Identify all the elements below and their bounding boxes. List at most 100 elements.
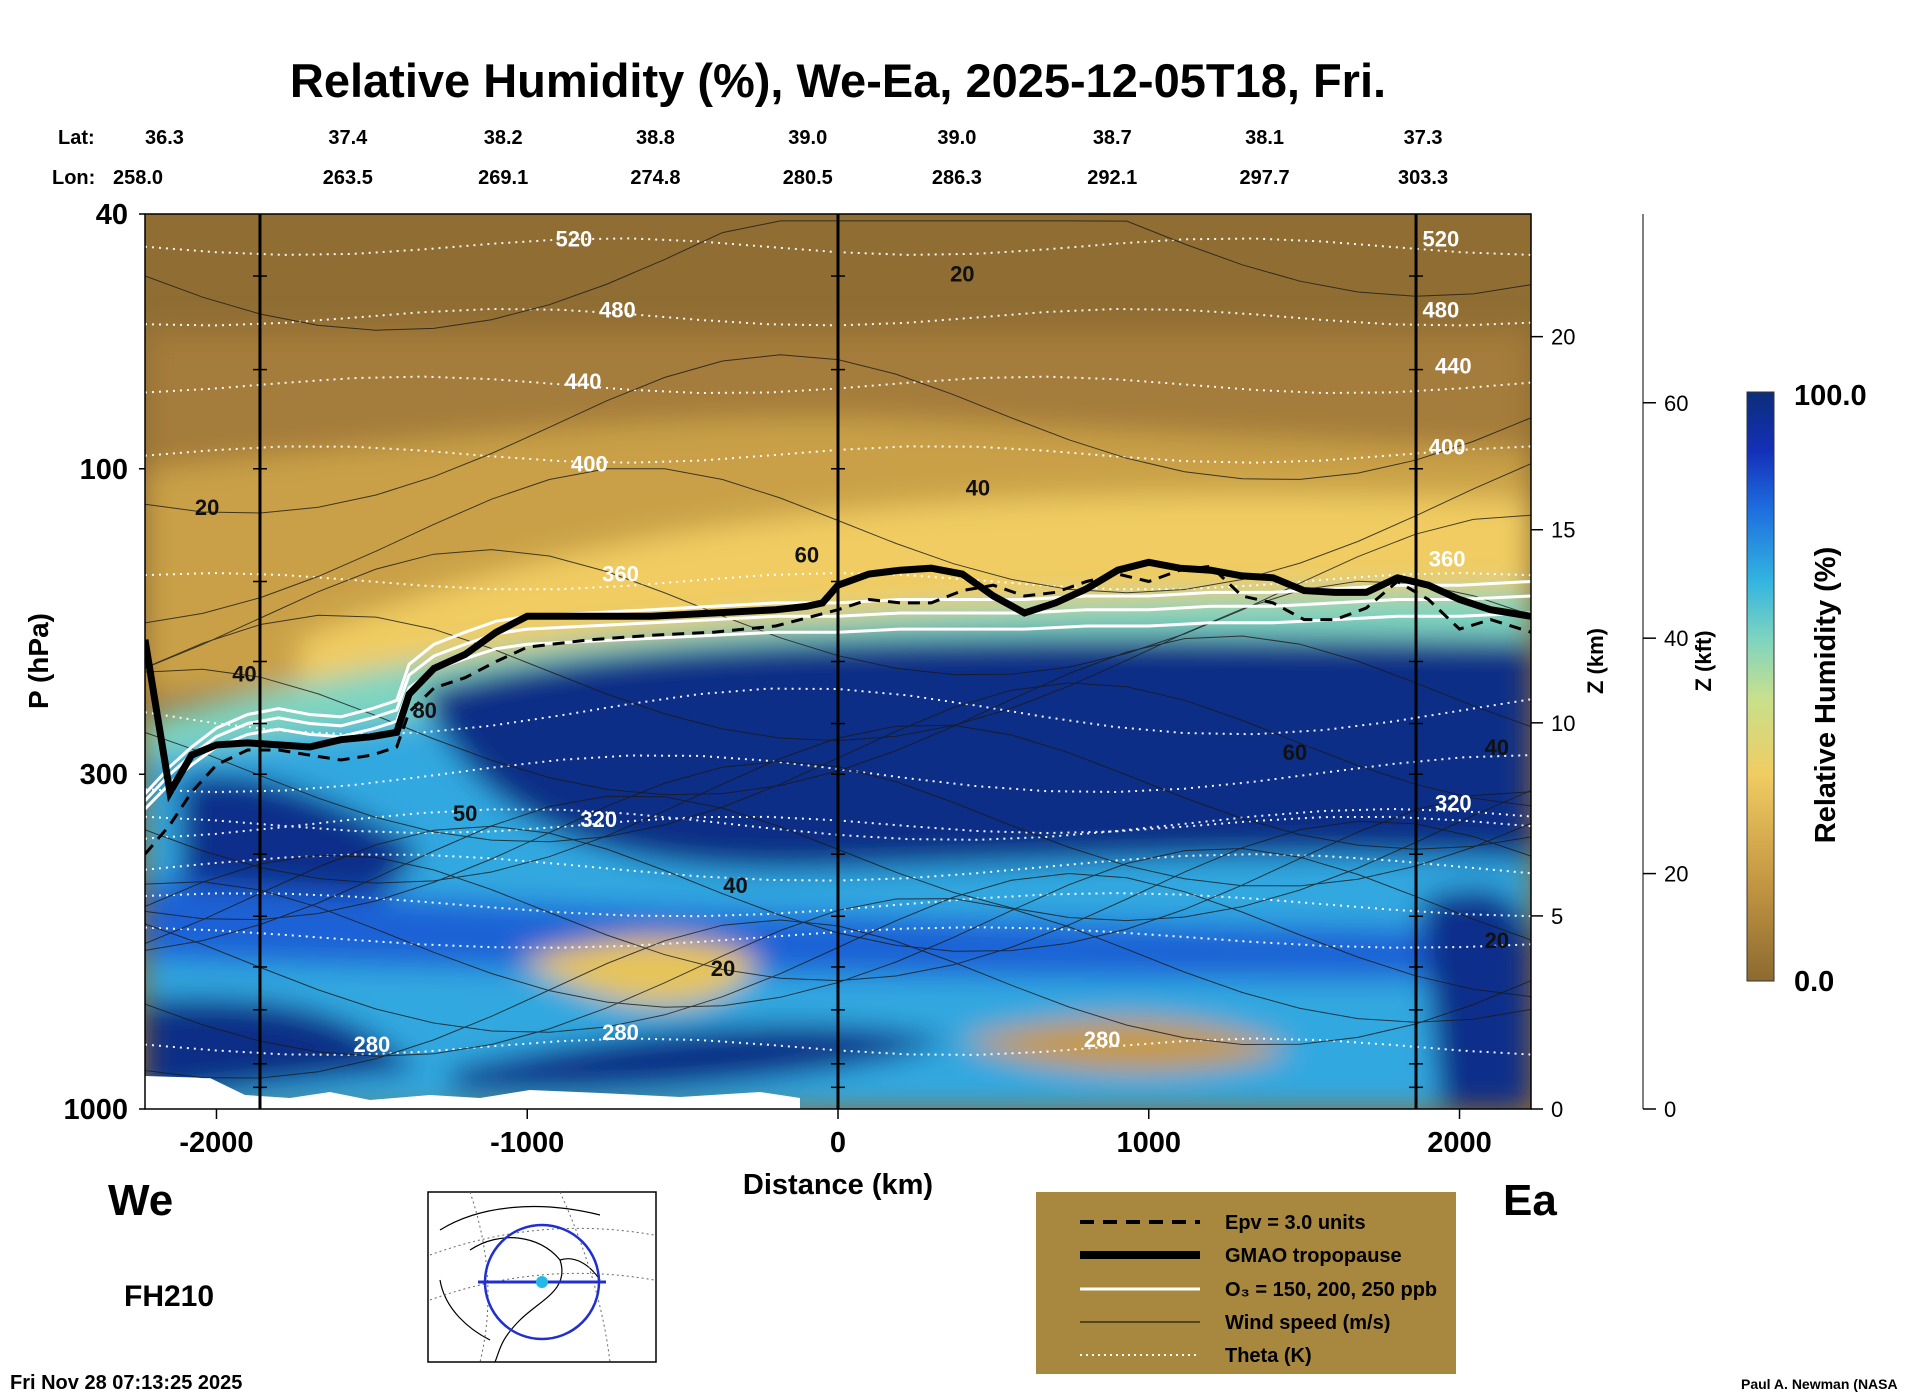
theta-label: 360	[1429, 546, 1466, 571]
z-km-tick-label: 20	[1551, 325, 1575, 350]
wind-label: 20	[195, 495, 219, 520]
colorbar: 100.0 0.0 Relative Humidity (%)	[1746, 380, 1867, 998]
x-tick-label: 0	[830, 1127, 846, 1159]
locator-map	[427, 1191, 657, 1363]
x-axis-ticks: -2000 -1000 0 1000 2000	[179, 1109, 1492, 1159]
wind-label: 20	[950, 262, 974, 287]
theta-label: 440	[565, 369, 602, 394]
theta-label: 280	[353, 1032, 390, 1057]
lat-value: 38.8	[636, 127, 675, 149]
theta-label: 440	[1435, 354, 1472, 379]
z-kft-axis: 0 20 40 60	[1642, 214, 1688, 1122]
theta-label: 480	[599, 297, 636, 322]
theta-contour-labels: 520 480 440 400 360 320 280 280 280 520 480 440 400 3…	[353, 227, 1471, 1057]
wind-label: 40	[966, 475, 990, 500]
lon-value: 297.7	[1240, 167, 1290, 189]
lon-value: 274.8	[630, 167, 680, 189]
legend-theta-label: Theta (K)	[1225, 1345, 1312, 1367]
rh-core-upper	[420, 636, 1531, 870]
z-km-axis: 0 5 10 15 20	[1531, 325, 1575, 1122]
wind-label: 60	[795, 542, 819, 567]
y-tick-label: 1000	[63, 1094, 128, 1126]
lon-value: 303.3	[1398, 167, 1448, 189]
theta-label: 520	[1423, 227, 1460, 252]
lon-value: 263.5	[323, 167, 373, 189]
lon-label: Lon:	[52, 167, 95, 189]
ozone-line	[145, 611, 1531, 811]
tropopause-line	[145, 558, 1531, 803]
theta-label: 400	[1429, 435, 1466, 460]
timestamp: Fri Nov 28 07:13:25 2025	[10, 1372, 242, 1394]
lat-value: 39.0	[788, 127, 827, 149]
legend-epv-label: Epv = 3.0 units	[1225, 1212, 1366, 1234]
ozone-line	[145, 594, 1531, 802]
lat-value: 36.3	[145, 127, 184, 149]
map-center-marker	[536, 1276, 548, 1288]
wind-label: 60	[1283, 740, 1307, 765]
lat-label: Lat:	[58, 127, 95, 149]
z-km-tick-label: 0	[1551, 1097, 1563, 1122]
epv-line	[145, 564, 1531, 856]
x-tick-label: -2000	[179, 1127, 253, 1159]
epv-contour	[145, 564, 1531, 856]
y-tick-label: 100	[80, 454, 128, 486]
map-coastlines	[439, 1205, 601, 1363]
legend-tropopause-label: GMAO tropopause	[1225, 1245, 1402, 1267]
theta-line	[145, 754, 1531, 794]
lat-value: 38.1	[1245, 127, 1284, 149]
rh-core-west	[180, 773, 420, 915]
section-markers	[252, 214, 1424, 1109]
colorbar-label: Relative Humidity (%)	[1810, 547, 1842, 844]
y-axis-ticks: 40 100 300 1000	[63, 199, 145, 1126]
legend-ozone-label: O₃ = 150, 200, 250 ppb	[1225, 1279, 1437, 1301]
theta-label: 280	[602, 1020, 639, 1045]
lon-value: 292.1	[1087, 167, 1137, 189]
z-kft-tick-label: 40	[1664, 626, 1688, 651]
lat-value: 37.3	[1404, 127, 1443, 149]
theta-label: 480	[1423, 297, 1460, 322]
z-km-label: Z (km)	[1583, 628, 1608, 694]
theta-label: 320	[1435, 791, 1472, 816]
forecast-hour: FH210	[124, 1280, 214, 1313]
wind-label: 80	[412, 698, 436, 723]
west-label: We	[108, 1176, 173, 1225]
lat-value: 38.7	[1093, 127, 1132, 149]
lat-lon-header: Lat: Lon: 36.3 258.0 37.4 263.5 38.2 269.1 38.…	[52, 127, 1448, 189]
wind-label: 40	[1485, 735, 1509, 760]
y-tick-label: 40	[96, 199, 128, 231]
colorbar-min: 0.0	[1794, 966, 1834, 998]
east-label: Ea	[1503, 1176, 1557, 1225]
rh-core-lowwest	[145, 998, 420, 1100]
legend: Epv = 3.0 units GMAO tropopause O₃ = 150…	[1036, 1192, 1456, 1374]
x-axis-label: Distance (km)	[743, 1169, 933, 1201]
wind-label: 40	[232, 662, 256, 687]
z-kft-tick-label: 60	[1664, 391, 1688, 416]
theta-label: 360	[602, 562, 639, 587]
lat-value: 38.2	[484, 127, 523, 149]
wind-contour-labels: 20 20 40 40 60 60 80 50 40 20 40 20	[195, 262, 1509, 982]
legend-wind-label: Wind speed (m/s)	[1225, 1312, 1390, 1334]
lon-value: 258.0	[113, 167, 163, 189]
x-tick-label: 1000	[1117, 1127, 1182, 1159]
theta-label: 520	[555, 227, 592, 252]
z-km-tick-label: 5	[1551, 904, 1563, 929]
wind-label: 20	[711, 956, 735, 981]
lon-value: 286.3	[932, 167, 982, 189]
z-kft-label: Z (kft)	[1691, 630, 1716, 691]
z-kft-tick-label: 20	[1664, 862, 1688, 887]
terrain	[145, 1076, 800, 1109]
z-km-tick-label: 15	[1551, 518, 1575, 543]
colorbar-gradient	[1746, 391, 1775, 982]
z-km-tick-label: 10	[1551, 711, 1575, 736]
lat-value: 39.0	[937, 127, 976, 149]
chart-title: Relative Humidity (%), We-Ea, 2025-12-05…	[290, 54, 1386, 107]
credit: Paul A. Newman (NASA	[1741, 1376, 1898, 1392]
rh-core-low	[450, 1025, 950, 1093]
lon-value: 269.1	[478, 167, 528, 189]
wind-label: 20	[1485, 928, 1509, 953]
wind-label: 40	[723, 873, 747, 898]
theta-label: 400	[571, 452, 608, 477]
y-tick-label: 300	[80, 759, 128, 791]
rh-patch-yellow	[520, 937, 760, 1005]
